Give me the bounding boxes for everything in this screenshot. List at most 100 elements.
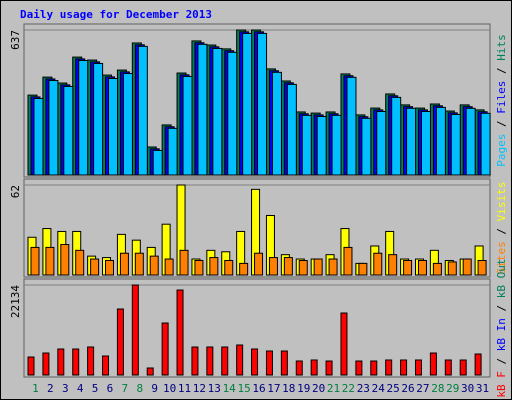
bar: [122, 72, 133, 176]
bar: [75, 249, 85, 276]
x-tick-label: 5: [92, 382, 99, 395]
bar: [182, 75, 193, 176]
y-tick-label: 637: [9, 30, 22, 50]
bar: [146, 367, 154, 376]
legend-entry: kB In: [495, 318, 508, 351]
legend-separator: /: [495, 114, 508, 134]
bar: [119, 252, 129, 276]
bar: [465, 107, 476, 176]
x-tick-label: 27: [416, 382, 429, 395]
bar: [131, 284, 139, 376]
x-tick-label: 25: [387, 382, 400, 395]
x-tick-label: 6: [107, 382, 114, 395]
bar: [197, 43, 208, 176]
bar: [221, 346, 229, 376]
bar: [236, 344, 244, 376]
legend-entry: Visits: [495, 182, 508, 222]
bar: [108, 77, 119, 176]
bar: [420, 110, 431, 176]
x-tick-label: 10: [163, 382, 176, 395]
x-tick-label: 21: [327, 382, 340, 395]
bar: [295, 360, 303, 376]
bar: [400, 359, 408, 376]
bar: [42, 352, 50, 376]
x-tick-label: 26: [401, 382, 414, 395]
x-tick-label: 15: [237, 382, 250, 395]
bar: [444, 359, 452, 376]
bar: [242, 32, 253, 176]
x-tick-label: 9: [151, 382, 158, 395]
bar: [406, 107, 417, 176]
legend-entry: Sites: [495, 241, 508, 274]
bar: [429, 352, 437, 376]
x-tick-label: 14: [223, 382, 237, 395]
bar: [30, 246, 40, 276]
x-tick-label: 31: [476, 382, 489, 395]
bar: [90, 258, 100, 276]
legend-separator: /: [495, 351, 508, 371]
legend: Sites / Visits: [495, 182, 508, 275]
bar: [403, 259, 413, 276]
x-tick-label: 1: [32, 382, 39, 395]
bar: [343, 246, 353, 276]
x-tick-label: 12: [193, 382, 206, 395]
x-tick-label: 2: [47, 382, 54, 395]
bar: [102, 355, 110, 376]
bar: [447, 261, 457, 276]
x-tick-label: 24: [372, 382, 386, 395]
x-tick-label: 3: [62, 382, 69, 395]
bar: [370, 360, 378, 376]
legend: Pages / Files / Hits: [495, 34, 508, 167]
bar: [328, 258, 338, 276]
bar: [48, 80, 59, 176]
bar: [194, 259, 204, 276]
bar: [227, 51, 238, 176]
bar: [152, 149, 163, 176]
bar: [265, 350, 273, 376]
bar: [391, 96, 402, 176]
bar: [45, 246, 55, 276]
bar: [93, 62, 104, 176]
legend: kB F / kB In / kB Out: [495, 258, 508, 397]
bar: [283, 257, 293, 276]
bar: [134, 252, 144, 276]
bar: [206, 346, 214, 376]
bar: [340, 312, 348, 376]
bar: [137, 45, 148, 176]
bar: [417, 259, 427, 276]
x-tick-label: 22: [342, 382, 355, 395]
bar: [257, 32, 268, 176]
x-tick-label: 7: [122, 382, 129, 395]
x-tick-label: 23: [357, 382, 370, 395]
bar: [179, 249, 189, 276]
bar: [161, 322, 169, 376]
x-tick-label: 8: [136, 382, 143, 395]
bar: [358, 262, 368, 276]
bar: [477, 259, 487, 276]
bar: [313, 258, 323, 276]
bar: [331, 114, 342, 176]
bar: [105, 259, 115, 276]
bar: [388, 254, 398, 276]
bar: [209, 257, 219, 276]
bar: [373, 252, 383, 276]
legend-separator: /: [495, 298, 508, 318]
bar: [164, 258, 174, 276]
legend-entry: Hits: [495, 34, 508, 61]
x-tick-label: 28: [431, 382, 444, 395]
bar: [355, 360, 363, 376]
bar: [385, 359, 393, 376]
bar: [116, 308, 124, 376]
bar: [60, 244, 70, 276]
bar: [176, 289, 184, 376]
x-tick-label: 20: [312, 382, 325, 395]
bar: [33, 98, 44, 176]
bar: [63, 85, 74, 176]
bar: [251, 348, 259, 376]
y-tick-label: 62: [9, 185, 22, 198]
x-tick-label: 17: [267, 382, 280, 395]
bar: [480, 112, 491, 176]
bar: [414, 359, 422, 376]
bar: [432, 262, 442, 276]
